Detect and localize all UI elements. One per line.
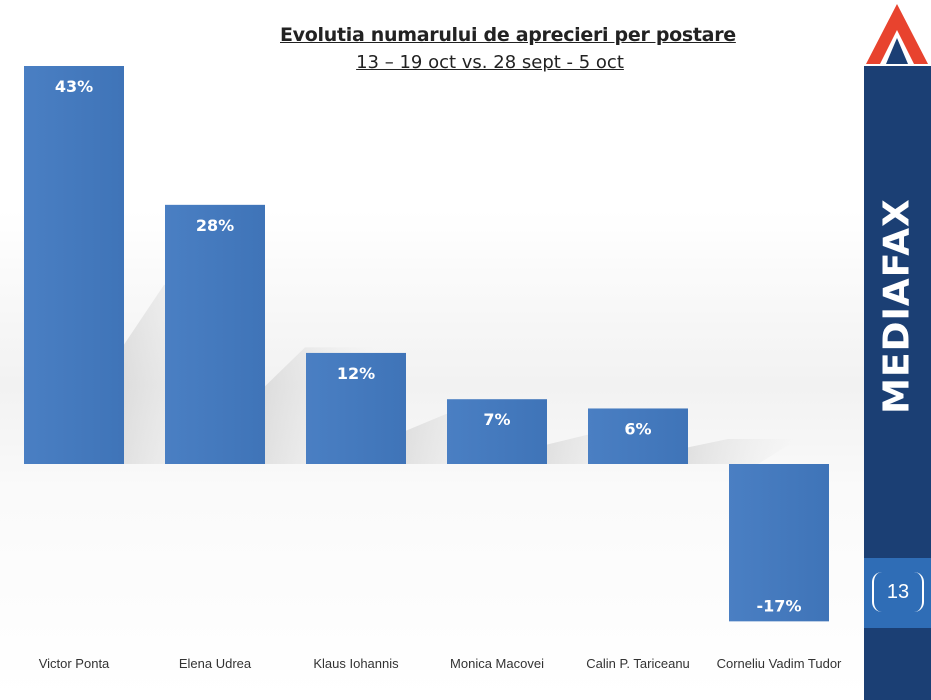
- bar-value-label: 28%: [196, 216, 234, 235]
- category-label: Elena Udrea: [179, 656, 252, 671]
- bar: [447, 399, 547, 464]
- bar: [306, 352, 406, 464]
- bar-value-label: 12%: [337, 364, 375, 383]
- bar: [588, 408, 688, 464]
- chart-area: Evolutia numarului de aprecieri per post…: [24, 24, 842, 671]
- bar-value-label: 6%: [624, 419, 651, 438]
- bar-value-label: 43%: [55, 77, 93, 96]
- category-label: Monica Macovei: [450, 656, 544, 671]
- bar: [165, 204, 265, 464]
- bar: [729, 464, 829, 622]
- brand-sidebar: MEDIAFAX 13: [864, 0, 931, 700]
- page-number-box: 13: [864, 558, 931, 628]
- bar-value-label: -17%: [757, 596, 802, 615]
- category-label: Klaus Iohannis: [313, 656, 399, 671]
- brand-name: MEDIAFAX: [876, 198, 918, 414]
- bar: [24, 66, 124, 464]
- category-label: Victor Ponta: [39, 656, 110, 671]
- chart-title: Evolutia numarului de aprecieri per post…: [280, 24, 736, 46]
- bar-chart: 43% Victor Ponta 28% Elena Udrea 12% Klaus Io…: [24, 66, 842, 671]
- bar-value-label: 7%: [483, 410, 510, 429]
- category-label: Corneliu Vadim Tudor: [717, 656, 842, 671]
- chart-subtitle: 13 – 19 oct vs. 28 sept - 5 oct: [356, 52, 624, 73]
- category-label: Calin P. Tariceanu: [586, 656, 690, 671]
- mediafax-logo-icon: [866, 4, 928, 64]
- page-number: 13: [872, 572, 924, 612]
- logo-area: [864, 0, 931, 66]
